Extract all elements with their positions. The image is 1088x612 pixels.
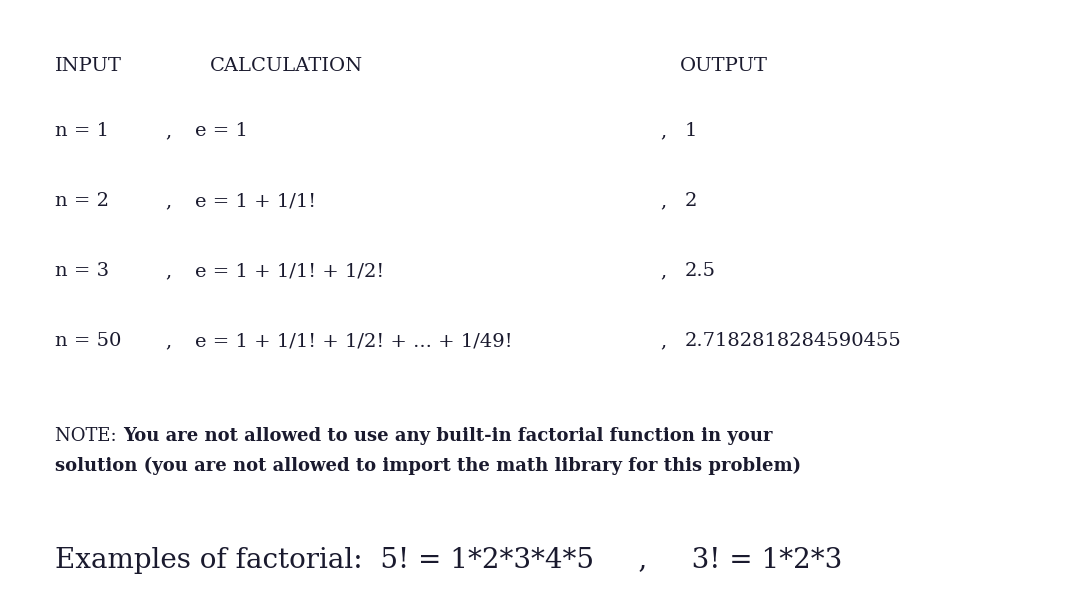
Text: e = 1 + 1/1! + 1/2! + ... + 1/49!: e = 1 + 1/1! + 1/2! + ... + 1/49! xyxy=(195,332,512,350)
Text: n = 3: n = 3 xyxy=(55,262,109,280)
Text: e = 1 + 1/1!: e = 1 + 1/1! xyxy=(195,192,316,210)
Text: OUTPUT: OUTPUT xyxy=(680,57,768,75)
Text: 2.5: 2.5 xyxy=(685,262,716,280)
Text: n = 2: n = 2 xyxy=(55,192,109,210)
Text: n = 50: n = 50 xyxy=(55,332,122,350)
Text: You are not allowed to use any built-in factorial function in your: You are not allowed to use any built-in … xyxy=(123,427,772,445)
Text: 1: 1 xyxy=(685,122,697,140)
Text: ,: , xyxy=(660,262,666,280)
Text: ,: , xyxy=(660,122,666,140)
Text: ,: , xyxy=(165,192,171,210)
Text: INPUT: INPUT xyxy=(55,57,122,75)
Text: e = 1: e = 1 xyxy=(195,122,248,140)
Text: 2.7182818284590455: 2.7182818284590455 xyxy=(685,332,902,350)
Text: NOTE:: NOTE: xyxy=(55,427,128,445)
Text: CALCULATION: CALCULATION xyxy=(210,57,363,75)
Text: e = 1 + 1/1! + 1/2!: e = 1 + 1/1! + 1/2! xyxy=(195,262,384,280)
Text: ,: , xyxy=(660,192,666,210)
Text: solution (you are not allowed to import the math library for this problem): solution (you are not allowed to import … xyxy=(55,457,801,476)
Text: ,: , xyxy=(165,122,171,140)
Text: n = 1: n = 1 xyxy=(55,122,109,140)
Text: ,: , xyxy=(165,332,171,350)
Text: ,: , xyxy=(660,332,666,350)
Text: 2: 2 xyxy=(685,192,697,210)
Text: Examples of factorial:  5! = 1*2*3*4*5     ,     3! = 1*2*3: Examples of factorial: 5! = 1*2*3*4*5 , … xyxy=(55,547,842,574)
Text: ,: , xyxy=(165,262,171,280)
